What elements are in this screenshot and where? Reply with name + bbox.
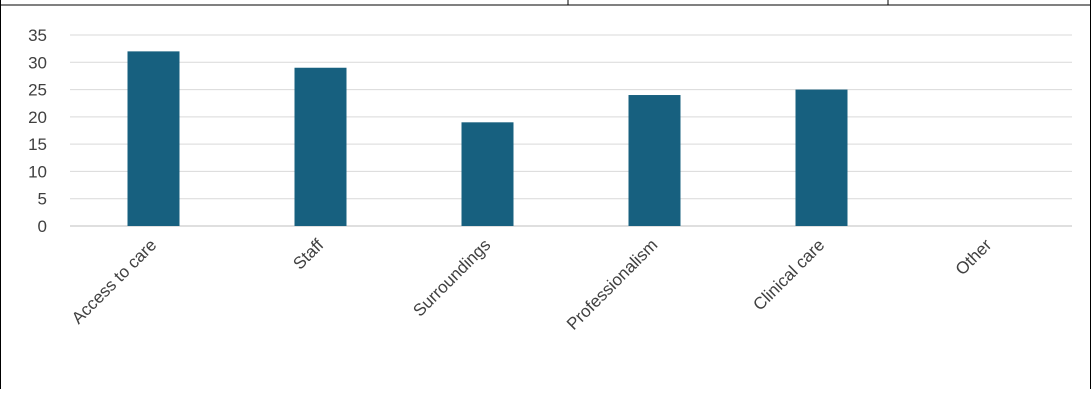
y-tick-label: 0 <box>38 217 47 236</box>
x-tick-label: Professionalism <box>563 235 661 333</box>
bar <box>461 122 514 226</box>
y-tick-label: 25 <box>28 81 47 100</box>
bar <box>628 95 681 227</box>
x-tick-label: Other <box>952 235 996 279</box>
y-tick-label: 15 <box>28 135 47 154</box>
y-tick-label: 10 <box>28 162 47 181</box>
gridlines <box>70 34 1072 227</box>
bars <box>127 51 848 227</box>
bar <box>127 51 180 226</box>
x-tick-label: Access to care <box>68 235 160 327</box>
y-tick-label: 30 <box>28 53 47 72</box>
x-tick-label: Clinical care <box>749 235 828 314</box>
x-axis-labels: Access to care Staff Surroundings Professio… <box>68 235 996 334</box>
y-tick-label: 5 <box>38 190 47 209</box>
bar <box>294 67 347 226</box>
y-axis-ticks: 0 5 10 15 20 25 30 35 <box>28 26 47 236</box>
x-tick-label: Surroundings <box>409 235 494 320</box>
y-tick-label: 35 <box>28 26 47 45</box>
bar <box>795 89 848 226</box>
y-tick-label: 20 <box>28 108 47 127</box>
x-tick-label: Staff <box>289 235 327 273</box>
